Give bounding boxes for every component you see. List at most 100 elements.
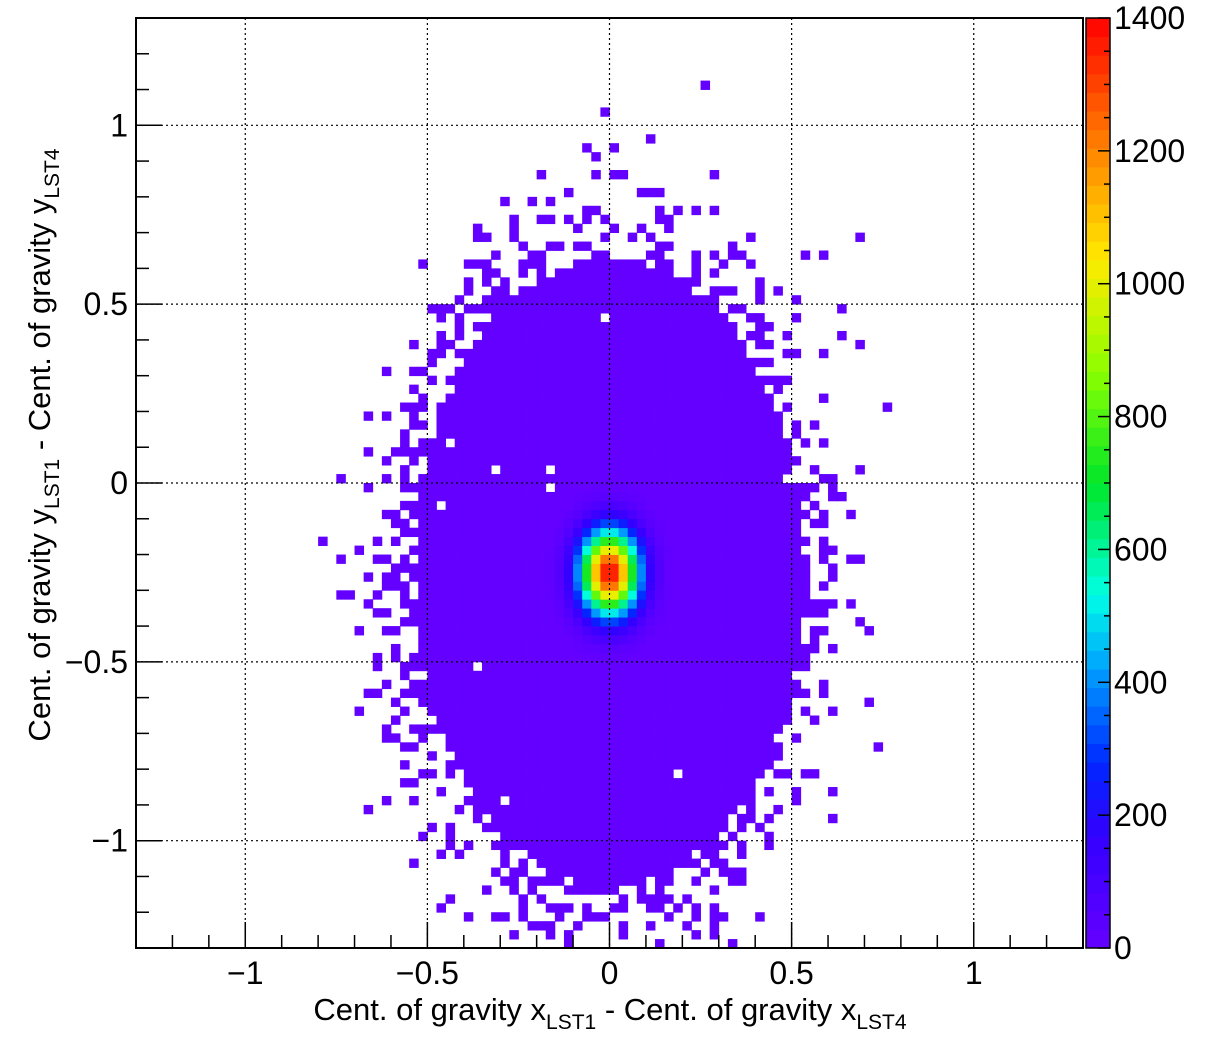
heatmap-bin	[536, 375, 547, 386]
heatmap-bin	[727, 643, 738, 654]
heatmap-bin	[491, 626, 501, 636]
heatmap-bin	[527, 563, 538, 573]
heatmap-bin	[509, 643, 519, 654]
heatmap-bin	[500, 447, 510, 457]
heatmap-bin	[472, 670, 483, 681]
heatmap-bin	[491, 286, 501, 296]
z-tick-label: 1400	[1114, 0, 1185, 36]
heatmap-bin	[500, 661, 510, 672]
heatmap-bin	[491, 581, 501, 591]
heatmap-bin	[791, 429, 802, 439]
heatmap-bin	[427, 643, 437, 654]
heatmap-bin	[736, 304, 747, 314]
heatmap-bin	[491, 429, 501, 439]
heatmap-bin	[418, 474, 428, 484]
heatmap-bin	[664, 259, 674, 269]
heatmap-bin	[573, 840, 583, 851]
heatmap-bin	[500, 670, 510, 681]
colorbar-segment	[1086, 222, 1110, 242]
heatmap-bin	[618, 742, 629, 752]
heatmap-bin	[563, 322, 574, 332]
heatmap-bin	[627, 375, 638, 386]
heatmap-bin	[609, 885, 620, 895]
heatmap-bin	[727, 733, 738, 743]
heatmap-bin	[536, 500, 547, 511]
heatmap-bin	[545, 742, 556, 752]
heatmap-bin	[454, 447, 465, 457]
heatmap-bin	[554, 760, 565, 770]
heatmap-bin	[527, 876, 538, 886]
heatmap-bin	[536, 348, 547, 359]
heatmap-bin	[773, 527, 783, 538]
heatmap-bin	[400, 706, 410, 716]
heatmap-bin	[491, 572, 501, 582]
heatmap-bin	[472, 724, 483, 734]
heatmap-bin	[582, 214, 592, 225]
heatmap-bin	[691, 474, 701, 484]
heatmap-bin	[463, 429, 474, 439]
heatmap-bin	[855, 554, 865, 564]
heatmap-bin	[445, 840, 456, 851]
heatmap-bin	[554, 518, 565, 529]
heatmap-bin	[554, 822, 565, 833]
heatmap-bin	[591, 295, 601, 305]
heatmap-bin	[664, 268, 674, 278]
heatmap-bin	[482, 706, 492, 716]
heatmap-bin	[691, 483, 701, 493]
heatmap-bin	[655, 268, 665, 278]
heatmap-bin	[736, 429, 747, 439]
heatmap-bin	[709, 402, 720, 412]
heatmap-bin	[609, 804, 620, 815]
heatmap-bin	[582, 804, 592, 815]
heatmap-bin	[582, 885, 592, 895]
heatmap-bin	[773, 465, 783, 475]
heatmap-bin	[645, 626, 656, 636]
heatmap-bin	[655, 769, 665, 779]
heatmap-bin	[591, 313, 601, 323]
heatmap-bin	[618, 697, 629, 707]
heatmap-bin	[755, 330, 765, 341]
heatmap-bin	[718, 912, 729, 922]
heatmap-bin	[709, 787, 720, 797]
x-tick-label: 0.5	[769, 955, 813, 991]
heatmap-bin	[482, 697, 492, 707]
heatmap-bin	[563, 787, 574, 797]
heatmap-bin	[518, 912, 528, 922]
heatmap-bin	[409, 661, 419, 672]
heatmap-bin	[545, 322, 556, 332]
heatmap-bin	[746, 581, 756, 591]
heatmap-bin	[645, 277, 656, 287]
heatmap-bin	[509, 545, 519, 555]
heatmap-bin	[418, 617, 428, 627]
heatmap-bin	[500, 787, 510, 797]
heatmap-bin	[427, 304, 437, 314]
heatmap-bin	[609, 563, 620, 573]
heatmap-bin	[655, 599, 665, 609]
heatmap-bin	[482, 259, 492, 269]
heatmap-bin	[627, 545, 638, 555]
heatmap-bin	[527, 885, 538, 895]
heatmap-bin	[682, 813, 692, 824]
heatmap-bin	[436, 518, 446, 529]
heatmap-bin	[390, 536, 401, 546]
heatmap-bin	[491, 402, 501, 412]
heatmap-bin	[636, 652, 647, 663]
heatmap-bin	[563, 581, 574, 591]
heatmap-bin	[545, 393, 556, 403]
heatmap-bin	[545, 214, 556, 225]
heatmap-bin	[582, 402, 592, 412]
heatmap-bin	[828, 483, 838, 493]
heatmap-bin	[354, 545, 365, 555]
heatmap-bin	[591, 322, 601, 332]
heatmap-bin	[600, 393, 610, 403]
heatmap-bin	[554, 599, 565, 609]
heatmap-bin	[418, 652, 428, 663]
heatmap-bin	[445, 590, 456, 600]
heatmap-bin	[700, 769, 711, 779]
heatmap-bin	[718, 652, 729, 663]
heatmap-bin	[536, 474, 547, 484]
heatmap-bin	[718, 787, 729, 797]
heatmap-bin	[764, 527, 774, 538]
heatmap-bin	[545, 876, 556, 886]
heatmap-bin	[746, 733, 756, 743]
